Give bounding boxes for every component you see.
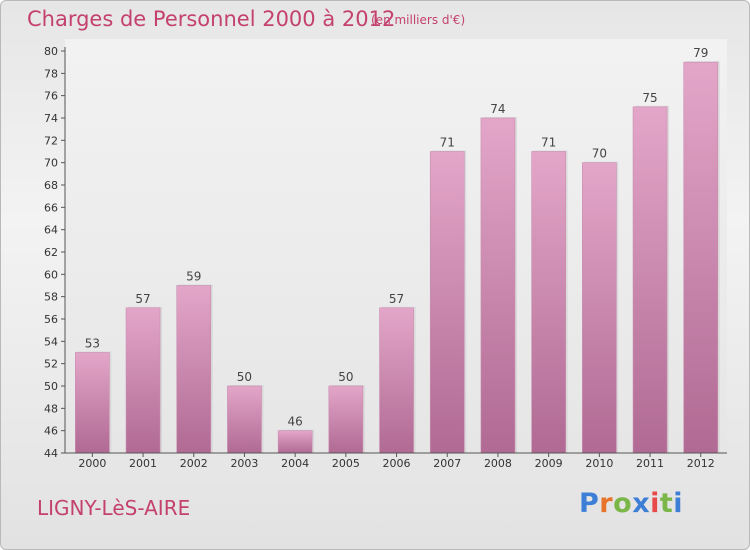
data-label: 74 — [490, 102, 505, 116]
data-label: 50 — [237, 370, 252, 384]
y-tick-label: 54 — [44, 335, 58, 348]
logo-letter: r — [599, 488, 614, 519]
y-tick-label: 50 — [44, 380, 58, 393]
data-label: 71 — [440, 136, 455, 150]
y-tick-label: 66 — [44, 201, 58, 214]
x-tick-label: 2011 — [636, 457, 664, 470]
bar — [277, 430, 313, 454]
chart-subtitle: (en milliers d'€) — [371, 13, 466, 27]
bar — [531, 151, 566, 454]
y-tick-label: 64 — [44, 224, 58, 237]
bar — [632, 106, 668, 454]
logo-letter: i — [650, 488, 660, 519]
x-tick-label: 2012 — [687, 457, 715, 470]
y-tick-label: 74 — [44, 112, 58, 125]
x-tick-label: 2000 — [78, 457, 106, 470]
x-tick-label: 2006 — [383, 457, 411, 470]
y-tick-label: 52 — [44, 358, 58, 371]
y-tick-label: 62 — [44, 246, 58, 259]
chart-title: Charges de Personnel 2000 à 2012 — [27, 7, 396, 31]
y-tick-label: 80 — [44, 45, 58, 58]
data-label: 70 — [592, 147, 607, 161]
x-tick-label: 2010 — [585, 457, 613, 470]
bar — [480, 117, 516, 454]
data-label: 50 — [338, 370, 353, 384]
bar — [429, 151, 465, 454]
logo-letter: o — [613, 488, 633, 519]
y-tick-label: 58 — [44, 291, 58, 304]
bar — [125, 307, 161, 454]
logo-letter: x — [632, 488, 651, 519]
bar — [683, 61, 719, 454]
y-tick-label: 72 — [44, 134, 58, 147]
data-label: 46 — [288, 415, 303, 429]
bar — [379, 307, 414, 454]
x-tick-label: 2002 — [180, 457, 208, 470]
y-tick-label: 70 — [44, 157, 58, 170]
x-tick-label: 2007 — [433, 457, 461, 470]
logo-letter: t — [659, 488, 674, 519]
x-tick-label: 2008 — [484, 457, 512, 470]
x-tick-label: 2003 — [230, 457, 258, 470]
bar — [328, 385, 364, 454]
y-tick-label: 76 — [44, 90, 58, 103]
data-label: 57 — [389, 292, 404, 306]
x-tick-label: 2009 — [535, 457, 563, 470]
y-tick-label: 48 — [44, 402, 58, 415]
x-tick-label: 2005 — [332, 457, 360, 470]
bar — [582, 162, 617, 454]
y-tick-label: 78 — [44, 67, 58, 80]
x-tick-label: 2004 — [281, 457, 309, 470]
data-label: 75 — [642, 91, 657, 105]
proxiti-logo: Proxiti — [579, 488, 683, 519]
y-tick-label: 60 — [44, 268, 58, 281]
data-label: 57 — [135, 292, 150, 306]
logo-letter: i — [673, 488, 684, 519]
y-tick-label: 44 — [44, 447, 58, 460]
x-tick-label: 2001 — [129, 457, 157, 470]
city-name: LIGNY-LèS-AIRE — [37, 496, 191, 520]
logo-letter: P — [579, 488, 600, 519]
data-label: 79 — [693, 46, 708, 60]
data-label: 59 — [186, 270, 201, 284]
data-label: 53 — [85, 337, 100, 351]
bar — [176, 285, 212, 454]
y-tick-label: 68 — [44, 179, 58, 192]
y-tick-label: 56 — [44, 313, 58, 326]
bar — [227, 385, 262, 454]
bar — [75, 352, 110, 454]
data-label: 71 — [541, 136, 556, 150]
y-tick-label: 46 — [44, 425, 58, 438]
